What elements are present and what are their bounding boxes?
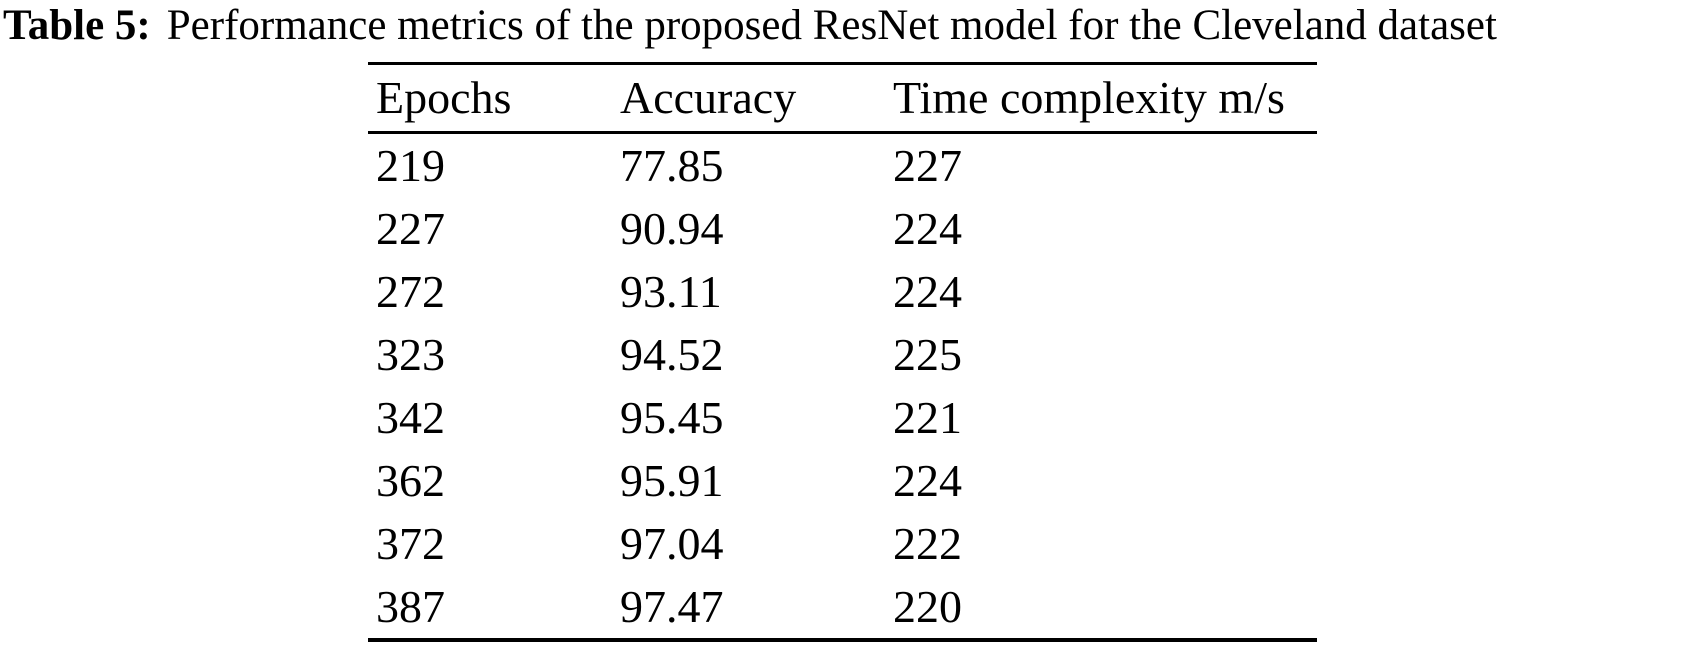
table-row: 387 97.47 220: [368, 575, 1317, 638]
accuracy-cell: 95.45: [620, 391, 724, 443]
table-caption-text: Performance metrics of the proposed ResN…: [166, 2, 1497, 49]
epochs-cell: 387: [376, 580, 445, 632]
accuracy-cell: 94.52: [620, 328, 724, 380]
table-row: 219 77.85 227: [368, 134, 1317, 197]
epochs-cell: 227: [376, 202, 445, 254]
table-row: 372 97.04 222: [368, 512, 1317, 575]
accuracy-cell: 77.85: [620, 139, 724, 191]
table-row: 272 93.11 224: [368, 260, 1317, 323]
time-complexity-cell: 222: [893, 517, 962, 569]
column-header-epochs: Epochs: [376, 72, 512, 123]
epochs-cell: 272: [376, 265, 445, 317]
epochs-cell: 342: [376, 391, 445, 443]
accuracy-cell: 97.04: [620, 517, 724, 569]
accuracy-cell: 90.94: [620, 202, 724, 254]
column-header-time-complexity: Time complexity m/s: [893, 72, 1285, 123]
epochs-cell: 323: [376, 328, 445, 380]
table-row: 342 95.45 221: [368, 386, 1317, 449]
time-complexity-cell: 224: [893, 454, 962, 506]
table-row: 362 95.91 224: [368, 449, 1317, 512]
time-complexity-cell: 224: [893, 265, 962, 317]
time-complexity-cell: 224: [893, 202, 962, 254]
table-header-row: Epochs Accuracy Time complexity m/s: [368, 65, 1317, 134]
table-caption-label: Table 5:: [3, 2, 151, 49]
time-complexity-cell: 227: [893, 139, 962, 191]
accuracy-cell: 93.11: [620, 265, 722, 317]
time-complexity-cell: 225: [893, 328, 962, 380]
epochs-cell: 219: [376, 139, 445, 191]
table-caption: Table 5: Performance metrics of the propo…: [3, 0, 1497, 52]
performance-metrics-table: Epochs Accuracy Time complexity m/s 219 …: [368, 62, 1317, 642]
table-body: 219 77.85 227 227 90.94 224 272 93.11 22…: [368, 134, 1317, 638]
accuracy-cell: 97.47: [620, 580, 724, 632]
table-row: 227 90.94 224: [368, 197, 1317, 260]
epochs-cell: 362: [376, 454, 445, 506]
time-complexity-cell: 221: [893, 391, 962, 443]
accuracy-cell: 95.91: [620, 454, 724, 506]
time-complexity-cell: 220: [893, 580, 962, 632]
table-row: 323 94.52 225: [368, 323, 1317, 386]
epochs-cell: 372: [376, 517, 445, 569]
column-header-accuracy: Accuracy: [620, 72, 797, 123]
